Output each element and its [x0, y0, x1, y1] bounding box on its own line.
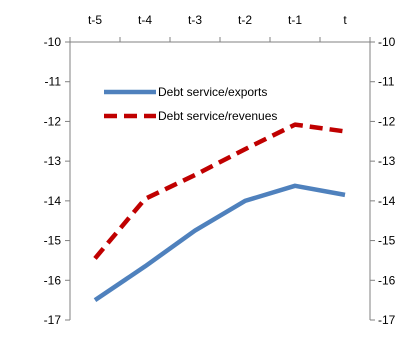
x-axis-ticks: t-5 t-4 t-3 t-2 t-1 t — [69, 13, 371, 42]
y-left-tick-label: -16 — [44, 273, 62, 287]
y-right-tick-label: -14 — [378, 194, 396, 208]
y-right-tick-label: -15 — [378, 234, 396, 248]
x-tick-label: t-1 — [288, 13, 302, 27]
y-left-tick-label: -10 — [44, 35, 62, 49]
x-tick-label: t-5 — [88, 13, 102, 27]
legend: Debt service/exports Debt service/revenue… — [104, 85, 277, 123]
y-right-tick-label: -10 — [378, 35, 396, 49]
x-tick-label: t-4 — [138, 13, 152, 27]
y-axis-left-ticks: -10 -11 -12 -13 -14 -15 -16 -17 — [44, 35, 70, 327]
y-left-tick-label: -11 — [45, 75, 62, 89]
y-axis-right-ticks: -10 -11 -12 -13 -14 -15 -16 -17 — [370, 35, 396, 327]
x-tick-label: t-2 — [238, 13, 252, 27]
y-left-tick-label: -12 — [44, 114, 62, 128]
y-right-tick-label: -13 — [378, 154, 396, 168]
x-tick-label: t — [343, 13, 347, 27]
y-right-tick-label: -12 — [378, 114, 396, 128]
series-lines — [93, 122, 346, 302]
y-right-tick-label: -11 — [378, 75, 395, 89]
x-tick-label: t-3 — [188, 13, 202, 27]
series-line-revenues — [93, 122, 346, 260]
legend-label-revenues: Debt service/revenues — [158, 109, 277, 123]
series-line-exports — [93, 183, 346, 302]
legend-label-exports: Debt service/exports — [158, 85, 267, 99]
plot-frame — [69, 41, 371, 320]
y-left-tick-label: -17 — [44, 313, 62, 327]
y-left-tick-label: -13 — [44, 154, 62, 168]
y-left-tick-label: -15 — [44, 234, 62, 248]
y-right-tick-label: -16 — [378, 273, 396, 287]
y-right-tick-label: -17 — [378, 313, 396, 327]
y-left-tick-label: -14 — [44, 194, 62, 208]
